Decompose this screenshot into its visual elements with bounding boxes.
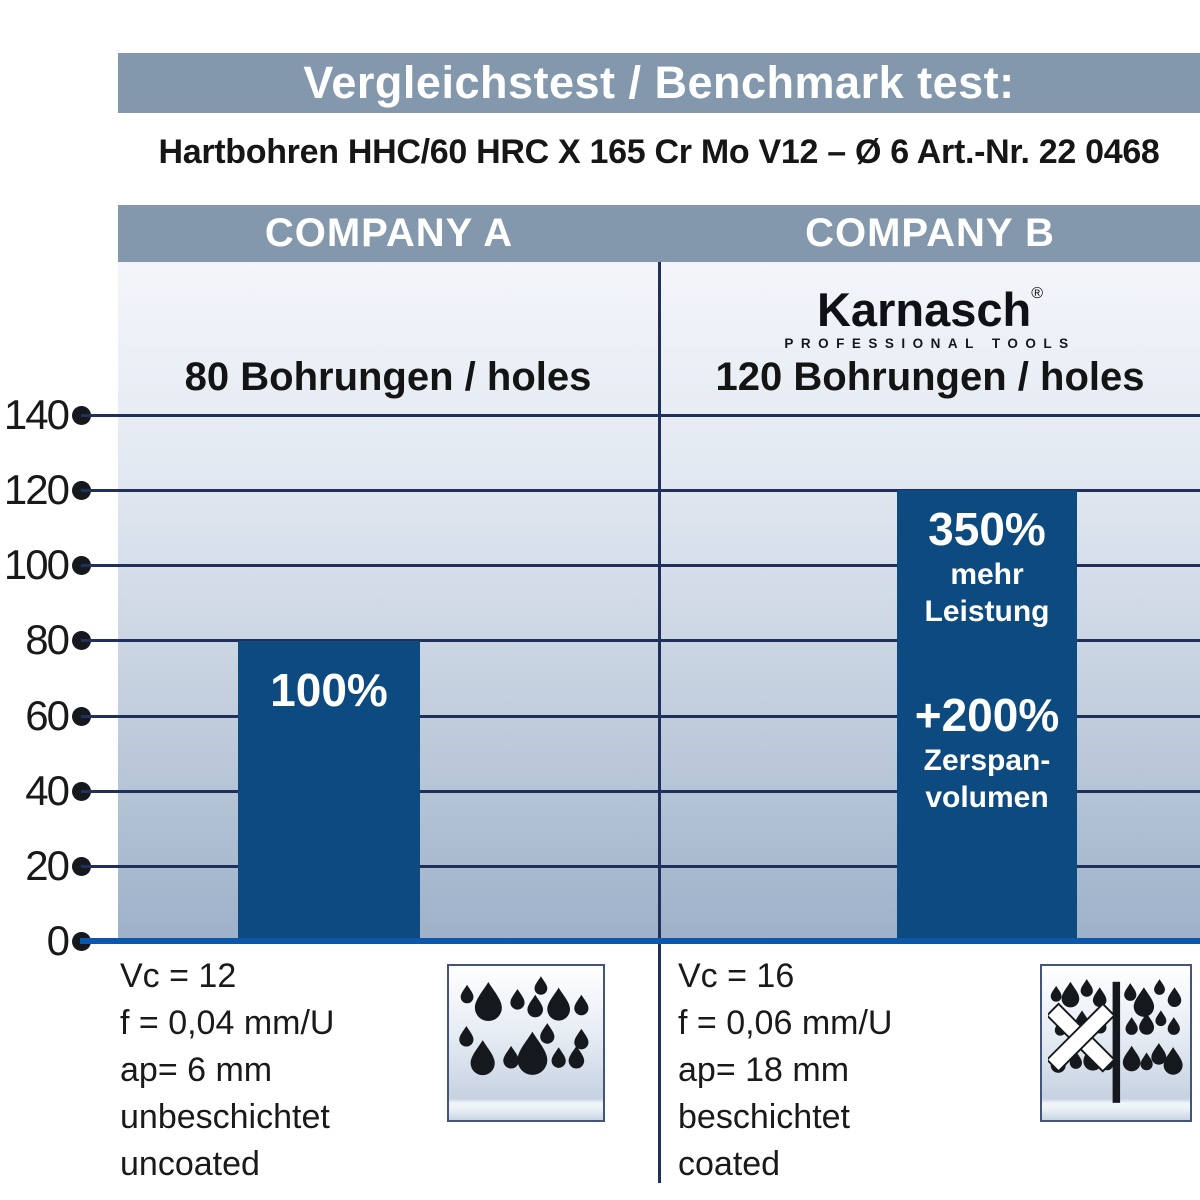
company-a-header: COMPANY A [264,211,514,255]
bar-b-volume-line2: volumen [925,781,1049,814]
bar-b-performance-line2: Leistung [924,595,1050,628]
page-title: Vergleichstest / Benchmark test: [303,57,1015,108]
crossed-coolant-vs-coolant-icon [1040,964,1192,1122]
gridline [81,489,1200,492]
y-tick-label: 0 [46,917,70,964]
bar-company-b: 350% mehr Leistung +200% Zerspan- volume… [897,490,1077,941]
gridline [81,790,1200,793]
chart-subtitle: Hartbohren HHC/60 HRC X 165 Cr Mo V12 – … [158,132,1160,171]
bar-b-volume-line1: Zerspan- [923,744,1051,777]
gridline [81,715,1200,718]
gridline [81,564,1200,567]
bar-b-performance-pct: 350% [928,503,1046,555]
spec-line: Vc = 12 [120,957,237,995]
specs-company-b: Vc = 16 f = 0,06 mm/U ap= 18 mm beschich… [678,953,892,1188]
brand-name: Karnasch [816,283,1032,336]
spec-line: unbeschichtet [120,1098,330,1136]
y-tick-label: 60 [25,692,70,739]
title-bar: Vergleichstest / Benchmark test: [118,53,1200,113]
gridline [81,865,1200,868]
spec-line: ap= 18 mm [678,1051,850,1089]
y-tick-label: 20 [25,842,70,889]
spec-line: f = 0,06 mm/U [678,1004,893,1042]
bar-company-a: 100% [238,641,420,941]
gridline [81,639,1200,642]
y-tick-label: 100 [3,541,70,588]
zero-axis-line [80,938,1200,944]
karnasch-tagline: PROFESSIONAL TOOLS [784,336,1076,351]
y-tick-label: 140 [3,391,70,438]
spec-line: ap= 6 mm [120,1051,273,1089]
spec-line: coated [678,1145,781,1183]
column-divider [658,262,661,1183]
holes-label-company-a: 80 Bohrungen / holes [184,354,592,399]
y-tick-label: 40 [25,767,70,814]
spec-line: Vc = 16 [678,957,795,995]
spec-line: f = 0,04 mm/U [120,1004,335,1042]
company-header-bar: COMPANY A COMPANY B [118,205,1200,262]
karnasch-logo: Karnasch® PROFESSIONAL TOOLS [660,270,1200,351]
divider-bar [1112,981,1121,1103]
bar-b-performance-line1: mehr [950,558,1024,591]
spec-line: uncoated [120,1145,260,1183]
specs-company-a: Vc = 12 f = 0,04 mm/U ap= 6 mm unbeschic… [120,953,334,1188]
coolant-droplets-icon [447,964,605,1122]
karnasch-logo-text: Karnasch® [660,270,1200,334]
bar-a-value-label: 100% [270,664,388,716]
gridline [81,414,1200,417]
crossed-droplets-graphic [1048,979,1183,1103]
holes-label-company-b: 120 Bohrungen / holes [715,354,1145,399]
spec-line: beschichtet [678,1098,850,1136]
registered-mark: ® [1031,285,1043,302]
y-tick-label: 120 [3,466,70,513]
y-tick-label: 80 [25,616,70,663]
company-b-header: COMPANY B [805,211,1055,255]
droplets-graphic [459,976,589,1076]
bar-b-volume-pct: +200% [914,689,1060,741]
white-x-mark [1048,1002,1116,1073]
